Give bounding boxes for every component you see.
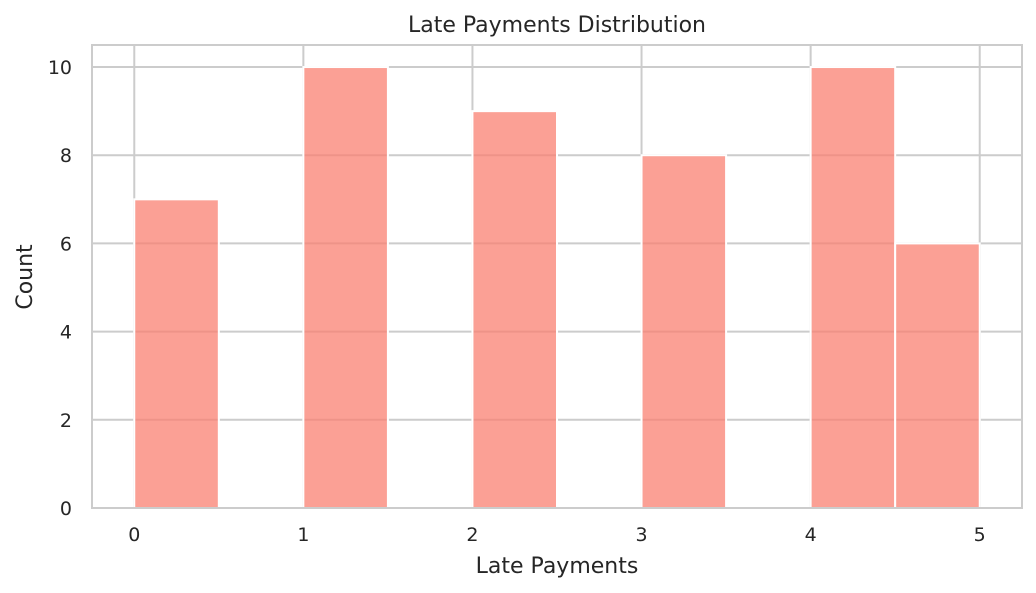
bars-group — [133, 66, 981, 510]
histogram-bar — [133, 198, 220, 509]
y-tick-label: 0 — [60, 498, 72, 520]
histogram-bar — [894, 242, 981, 510]
x-tick-label: 5 — [974, 524, 986, 546]
x-tick-labels: 0 1 2 3 4 5 — [128, 524, 986, 546]
histogram-bar — [809, 66, 897, 510]
y-tick-label: 10 — [48, 57, 72, 79]
y-tick-label: 4 — [60, 322, 72, 344]
y-tick-label: 2 — [60, 410, 72, 432]
x-tick-label: 0 — [128, 524, 140, 546]
y-axis-label: Count — [13, 244, 38, 310]
x-tick-label: 2 — [466, 524, 478, 546]
x-tick-label: 1 — [297, 524, 309, 546]
histogram-bar — [471, 110, 559, 510]
x-tick-label: 4 — [805, 524, 817, 546]
histogram-bar — [640, 154, 728, 509]
y-tick-labels: 0 2 4 6 8 10 — [48, 57, 72, 520]
y-tick-label: 6 — [60, 233, 72, 255]
chart-title: Late Payments Distribution — [408, 13, 706, 38]
plot-frame — [91, 44, 1023, 509]
x-tick-label: 3 — [635, 524, 647, 546]
histogram-bar — [302, 66, 389, 510]
y-tick-label: 8 — [60, 145, 72, 167]
x-axis-label: Late Payments — [476, 554, 639, 579]
